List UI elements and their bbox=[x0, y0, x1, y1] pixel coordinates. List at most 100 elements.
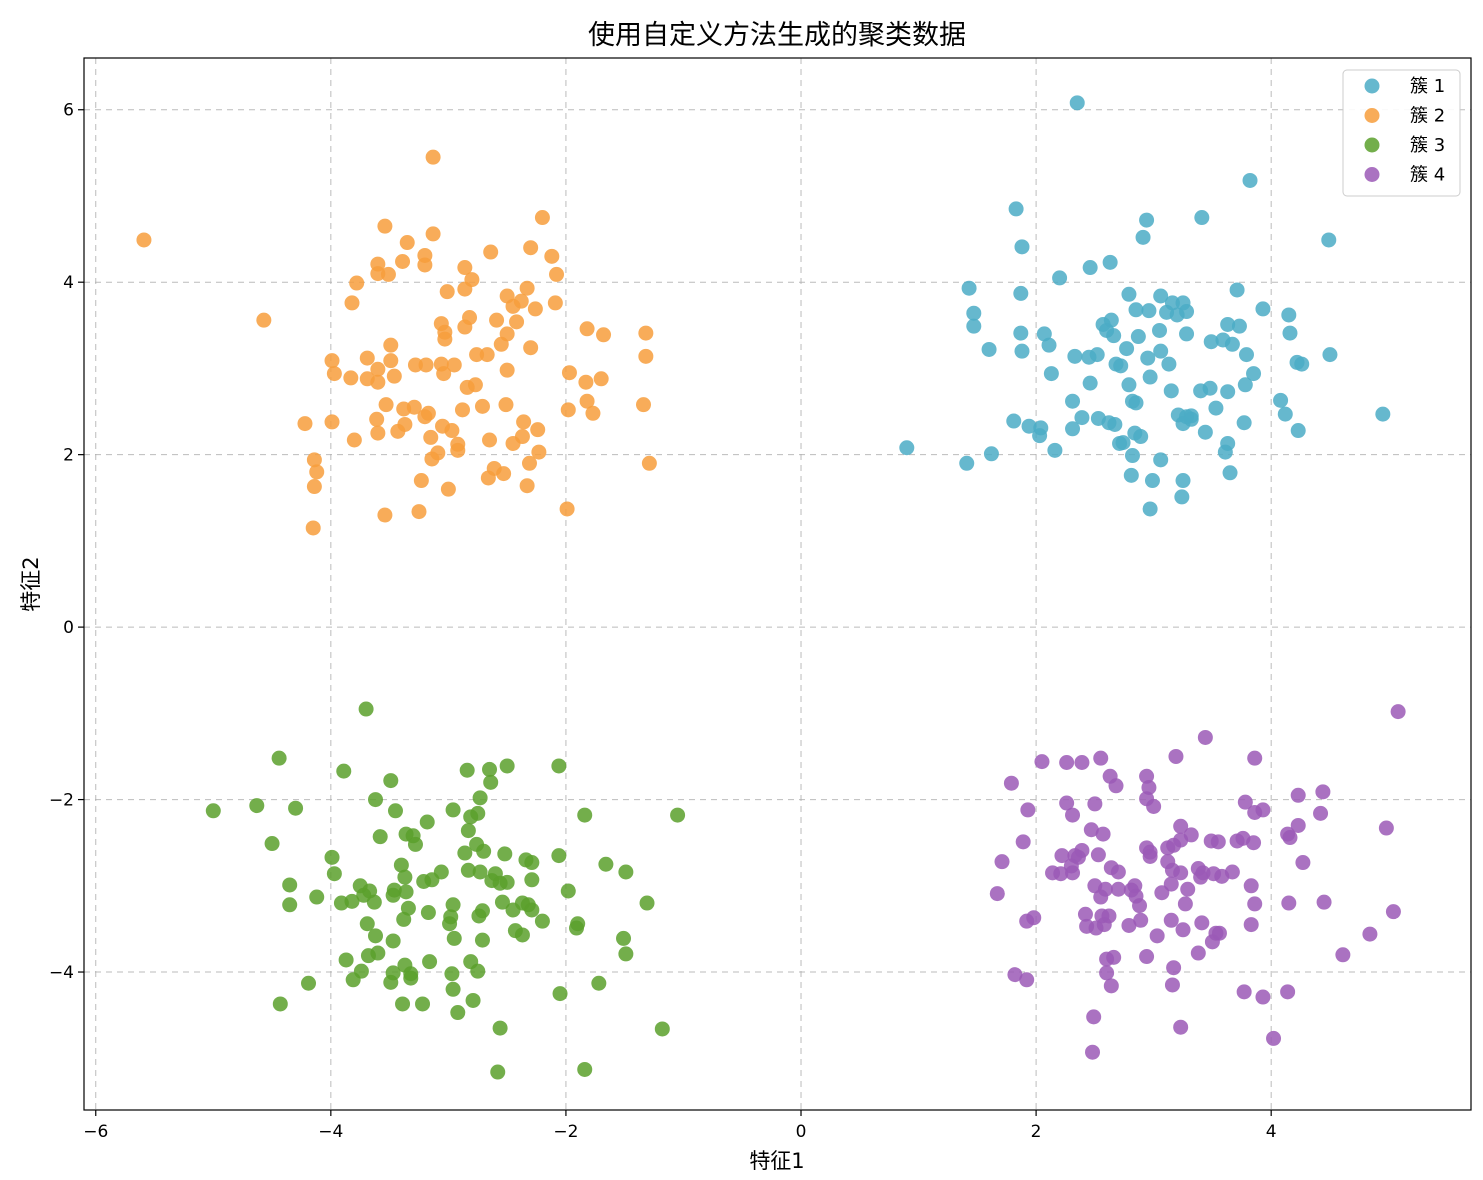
scatter-point-cluster-1 bbox=[1140, 350, 1156, 366]
scatter-point-cluster-3 bbox=[396, 911, 412, 927]
scatter-point-cluster-3 bbox=[577, 807, 593, 823]
scatter-point-cluster-2 bbox=[519, 478, 535, 494]
y-axis-label: 特征2 bbox=[19, 556, 43, 611]
scatter-point-cluster-4 bbox=[1266, 1030, 1282, 1046]
scatter-point-cluster-3 bbox=[372, 829, 388, 845]
scatter-point-cluster-3 bbox=[472, 864, 488, 880]
scatter-point-cluster-1 bbox=[1074, 410, 1090, 426]
scatter-point-cluster-3 bbox=[445, 802, 461, 818]
scatter-point-cluster-1 bbox=[1322, 347, 1338, 363]
scatter-point-cluster-2 bbox=[509, 314, 525, 330]
scatter-point-cluster-4 bbox=[994, 854, 1010, 870]
scatter-point-cluster-1 bbox=[1153, 288, 1169, 304]
scatter-point-cluster-1 bbox=[1043, 366, 1059, 382]
scatter-point-cluster-1 bbox=[1179, 304, 1195, 320]
scatter-point-cluster-4 bbox=[1133, 912, 1149, 928]
scatter-point-cluster-1 bbox=[1273, 392, 1289, 408]
scatter-point-cluster-4 bbox=[1103, 978, 1119, 994]
scatter-point-cluster-4 bbox=[1193, 869, 1209, 885]
scatter-point-cluster-3 bbox=[534, 913, 550, 929]
scatter-point-cluster-1 bbox=[1197, 424, 1213, 440]
scatter-point-cluster-4 bbox=[1132, 898, 1148, 914]
scatter-point-cluster-3 bbox=[393, 857, 409, 873]
x-axis-ticks: −6 −4 −2 0 2 4 bbox=[83, 1110, 1277, 1142]
scatter-point-cluster-3 bbox=[324, 849, 340, 865]
scatter-point-cluster-4 bbox=[1110, 881, 1126, 897]
scatter-point-cluster-2 bbox=[578, 374, 594, 390]
scatter-point-cluster-3 bbox=[387, 803, 403, 819]
scatter-point-cluster-4 bbox=[1281, 895, 1297, 911]
scatter-point-cluster-3 bbox=[591, 975, 607, 991]
scatter-point-cluster-3 bbox=[359, 916, 375, 932]
scatter-point-cluster-1 bbox=[1014, 239, 1030, 255]
scatter-point-cluster-3 bbox=[366, 894, 382, 910]
scatter-point-cluster-4 bbox=[1385, 904, 1401, 920]
scatter-point-cluster-4 bbox=[1316, 894, 1332, 910]
scatter-point-cluster-1 bbox=[1161, 356, 1177, 372]
scatter-point-cluster-1 bbox=[1159, 304, 1175, 320]
scatter-point-cluster-4 bbox=[1197, 729, 1213, 745]
scatter-point-cluster-1 bbox=[1224, 336, 1240, 352]
scatter-point-cluster-3 bbox=[420, 905, 436, 921]
scatter-point-cluster-2 bbox=[346, 432, 362, 448]
scatter-point-cluster-1 bbox=[1229, 282, 1245, 298]
scatter-point-cluster-2 bbox=[482, 432, 498, 448]
scatter-point-cluster-3 bbox=[398, 884, 414, 900]
scatter-point-cluster-3 bbox=[471, 908, 487, 924]
scatter-point-cluster-3 bbox=[524, 902, 540, 918]
scatter-point-cluster-3 bbox=[577, 1061, 593, 1077]
scatter-point-cluster-2 bbox=[559, 501, 575, 517]
x-tick-label: −2 bbox=[553, 1122, 578, 1142]
chart-title: 使用自定义方法生成的聚类数据 bbox=[588, 20, 966, 51]
scatter-point-cluster-1 bbox=[1081, 349, 1097, 365]
scatter-point-cluster-1 bbox=[1217, 444, 1233, 460]
scatter-point-cluster-3 bbox=[482, 761, 498, 777]
scatter-point-cluster-1 bbox=[1014, 343, 1030, 359]
scatter-point-cluster-2 bbox=[636, 397, 652, 413]
scatter-point-cluster-3 bbox=[460, 862, 476, 878]
scatter-point-cluster-1 bbox=[1008, 201, 1024, 217]
scatter-point-cluster-3 bbox=[344, 893, 360, 909]
scatter-point-cluster-2 bbox=[423, 429, 439, 445]
scatter-point-cluster-3 bbox=[497, 846, 513, 862]
scatter-point-cluster-3 bbox=[524, 872, 540, 888]
scatter-point-cluster-1 bbox=[1021, 418, 1037, 434]
scatter-point-cluster-3 bbox=[472, 790, 488, 806]
scatter-point-cluster-1 bbox=[1133, 429, 1149, 445]
scatter-point-cluster-2 bbox=[521, 455, 537, 471]
scatter-point-cluster-3 bbox=[463, 809, 479, 825]
scatter-point-cluster-1 bbox=[966, 318, 982, 334]
scatter-point-cluster-4 bbox=[989, 886, 1005, 902]
x-tick-label: −6 bbox=[83, 1122, 108, 1142]
scatter-point-cluster-4 bbox=[1077, 906, 1093, 922]
scatter-point-cluster-4 bbox=[1110, 864, 1126, 880]
scatter-point-cluster-1 bbox=[1255, 301, 1271, 317]
scatter-point-cluster-2 bbox=[370, 425, 386, 441]
scatter-point-cluster-1 bbox=[1052, 270, 1068, 286]
scatter-point-cluster-1 bbox=[1183, 411, 1199, 427]
scatter-point-cluster-4 bbox=[1177, 896, 1193, 912]
scatter-point-cluster-2 bbox=[324, 353, 340, 369]
scatter-point-cluster-2 bbox=[306, 452, 322, 468]
scatter-point-cluster-4 bbox=[1175, 922, 1191, 938]
scatter-point-cluster-2 bbox=[544, 248, 560, 264]
scatter-point-cluster-3 bbox=[670, 807, 686, 823]
scatter-point-cluster-4 bbox=[1146, 798, 1162, 814]
scatter-point-cluster-1 bbox=[1065, 421, 1081, 437]
scatter-point-cluster-1 bbox=[1220, 384, 1236, 400]
scatter-point-cluster-1 bbox=[1130, 329, 1146, 345]
scatter-point-cluster-4 bbox=[1154, 885, 1170, 901]
scatter-point-cluster-1 bbox=[1112, 435, 1128, 451]
scatter-point-cluster-4 bbox=[1390, 704, 1406, 720]
scatter-point-cluster-1 bbox=[1121, 286, 1137, 302]
scatter-point-cluster-3 bbox=[282, 877, 298, 893]
scatter-point-cluster-4 bbox=[1003, 775, 1019, 791]
scatter-point-cluster-2 bbox=[560, 402, 576, 418]
scatter-point-cluster-1 bbox=[1222, 465, 1238, 481]
scatter-point-cluster-2 bbox=[377, 218, 393, 234]
scatter-point-cluster-3 bbox=[288, 800, 304, 816]
scatter-point-cluster-2 bbox=[440, 481, 456, 497]
scatter-point-cluster-4 bbox=[1085, 1044, 1101, 1060]
scatter-point-cluster-3 bbox=[474, 932, 490, 948]
scatter-point-cluster-1 bbox=[1013, 285, 1029, 301]
